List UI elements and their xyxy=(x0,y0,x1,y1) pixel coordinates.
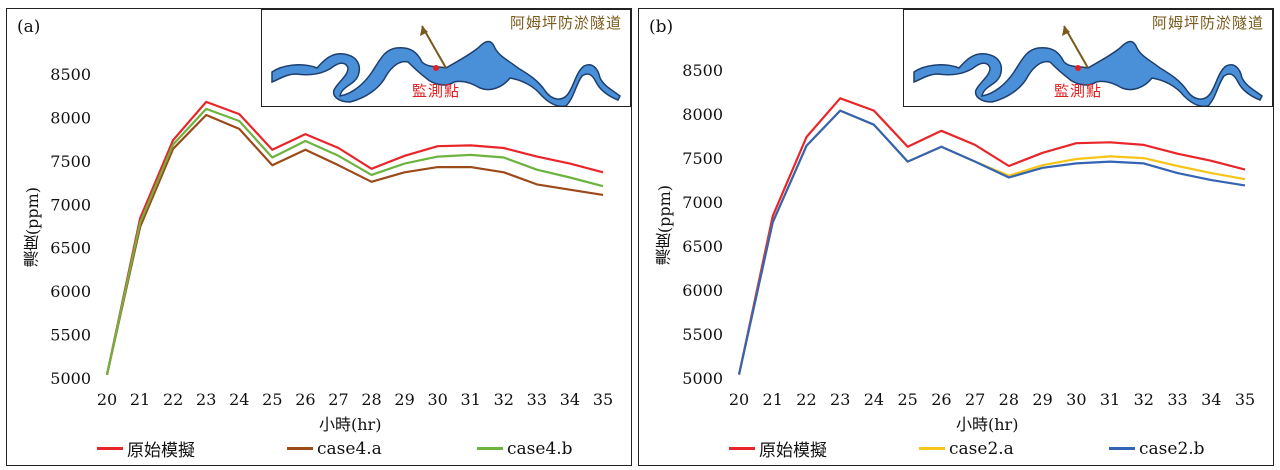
x-tick-label: 30 xyxy=(1066,390,1086,409)
x-tick-label: 30 xyxy=(427,390,447,409)
legend-swatch xyxy=(729,447,755,450)
y-tick-label: 8500 xyxy=(682,61,723,80)
tunnel-label: 阿姆坪防淤隧道 xyxy=(509,14,622,32)
x-tick-label: 20 xyxy=(97,390,117,409)
legend-label: case2.b xyxy=(1139,438,1205,459)
x-tick-label: 33 xyxy=(1167,390,1187,409)
y-tick-label: 5500 xyxy=(682,325,723,344)
series-line xyxy=(105,107,604,375)
x-tick-label: 21 xyxy=(763,390,783,409)
x-tick-label: 29 xyxy=(394,390,414,409)
series-line xyxy=(105,100,604,375)
x-tick-label: 32 xyxy=(494,390,514,409)
x-tick-label: 32 xyxy=(1134,390,1154,409)
legend-swatch xyxy=(1109,447,1135,450)
x-tick-label: 24 xyxy=(864,390,884,409)
x-tick-label: 31 xyxy=(1100,390,1120,409)
legend-label: case4.a xyxy=(317,438,382,459)
y-tick-label: 5000 xyxy=(50,369,91,388)
x-tick-label: 29 xyxy=(1032,390,1052,409)
legend-label: case2.a xyxy=(949,438,1014,459)
x-tick-label: 25 xyxy=(897,390,917,409)
reservoir-map xyxy=(913,25,1263,106)
y-axis-label: 濃度(ppm) xyxy=(23,187,42,268)
legend-item: case2.a xyxy=(919,436,1109,461)
line-chart-svg: 5000 5500 6000 6500 7000 7500 8000 8500 20 21 22 23… xyxy=(682,61,1255,409)
legend-item: case2.b xyxy=(1109,436,1280,461)
x-axis-label: 小時(hr) xyxy=(319,415,382,434)
x-tick-label: 25 xyxy=(262,390,282,409)
x-tick-label: 34 xyxy=(1201,390,1221,409)
y-tick-label: 7500 xyxy=(50,152,91,171)
x-tick-label: 26 xyxy=(931,390,951,409)
x-tick-label: 31 xyxy=(461,390,481,409)
x-tick-label: 23 xyxy=(196,390,216,409)
tunnel-label: 阿姆坪防淤隧道 xyxy=(1151,14,1264,32)
chart-legend: 原始模擬 case4.a case4.b xyxy=(97,436,667,461)
x-tick-label: 27 xyxy=(965,390,985,409)
series-line xyxy=(737,109,1246,375)
reservoir-map xyxy=(271,25,621,106)
x-tick-label: 27 xyxy=(328,390,348,409)
chart-legend: 原始模擬 case2.a case2.b xyxy=(729,436,1280,461)
panel-label: (b) xyxy=(649,17,674,37)
y-tick-label: 8500 xyxy=(50,65,91,84)
y-tick-label: 8000 xyxy=(50,108,91,127)
y-tick-label: 5000 xyxy=(682,369,723,388)
y-tick-label: 8000 xyxy=(682,105,723,124)
x-tick-label: 33 xyxy=(527,390,547,409)
legend-swatch xyxy=(287,447,313,450)
x-tick-label: 35 xyxy=(1235,390,1255,409)
x-tick-label: 21 xyxy=(130,390,150,409)
chart-panel-b: (b) 5000 5500 6000 6500 7000 7500 8000 8500 20 21… xyxy=(638,8,1274,466)
x-tick-label: 23 xyxy=(830,390,850,409)
legend-item: 原始模擬 xyxy=(97,436,287,461)
chart-panel-a: (a) 5000 5500 6000 6500 7000 7500 8000 8500 20 21… xyxy=(6,8,632,466)
y-tick-label: 7500 xyxy=(682,149,723,168)
x-tick-label: 28 xyxy=(361,390,381,409)
legend-swatch xyxy=(919,447,945,450)
x-axis-label: 小時(hr) xyxy=(956,415,1019,434)
x-tick-label: 28 xyxy=(999,390,1019,409)
reservoir-map-inset: 阿姆坪防淤隧道 監測點 xyxy=(903,9,1273,107)
monitor-point-label: 監測點 xyxy=(1054,82,1103,100)
legend-label: 原始模擬 xyxy=(759,441,827,461)
series-line xyxy=(737,109,1246,375)
legend-label: 原始模擬 xyxy=(127,441,195,461)
reservoir-map-inset: 阿姆坪防淤隧道 監測點 xyxy=(261,9,631,107)
x-tick-label: 35 xyxy=(593,390,613,409)
legend-item: case4.b xyxy=(477,436,667,461)
y-tick-label: 6000 xyxy=(50,282,91,301)
legend-swatch xyxy=(477,447,503,450)
panel-label: (a) xyxy=(17,17,41,37)
y-tick-label: 7000 xyxy=(50,195,91,214)
y-tick-label: 6500 xyxy=(50,239,91,258)
legend-item: 原始模擬 xyxy=(729,436,919,461)
x-tick-label: 20 xyxy=(729,390,749,409)
x-tick-label: 24 xyxy=(229,390,249,409)
line-chart-svg: 5000 5500 6000 6500 7000 7500 8000 8500 20 21 22 23… xyxy=(50,65,613,409)
y-tick-label: 5500 xyxy=(50,326,91,345)
x-tick-label: 34 xyxy=(560,390,580,409)
y-tick-label: 6000 xyxy=(682,281,723,300)
monitor-point-label: 監測點 xyxy=(412,82,461,100)
y-axis-label: 濃度(ppm) xyxy=(655,185,674,266)
legend-item: case4.a xyxy=(287,436,477,461)
y-tick-label: 6500 xyxy=(682,237,723,256)
series-line xyxy=(737,97,1246,375)
series-line xyxy=(105,113,604,375)
legend-label: case4.b xyxy=(507,438,573,459)
x-tick-label: 22 xyxy=(796,390,816,409)
x-tick-label: 22 xyxy=(163,390,183,409)
x-tick-label: 26 xyxy=(295,390,315,409)
y-tick-label: 7000 xyxy=(682,193,723,212)
legend-swatch xyxy=(97,447,123,450)
